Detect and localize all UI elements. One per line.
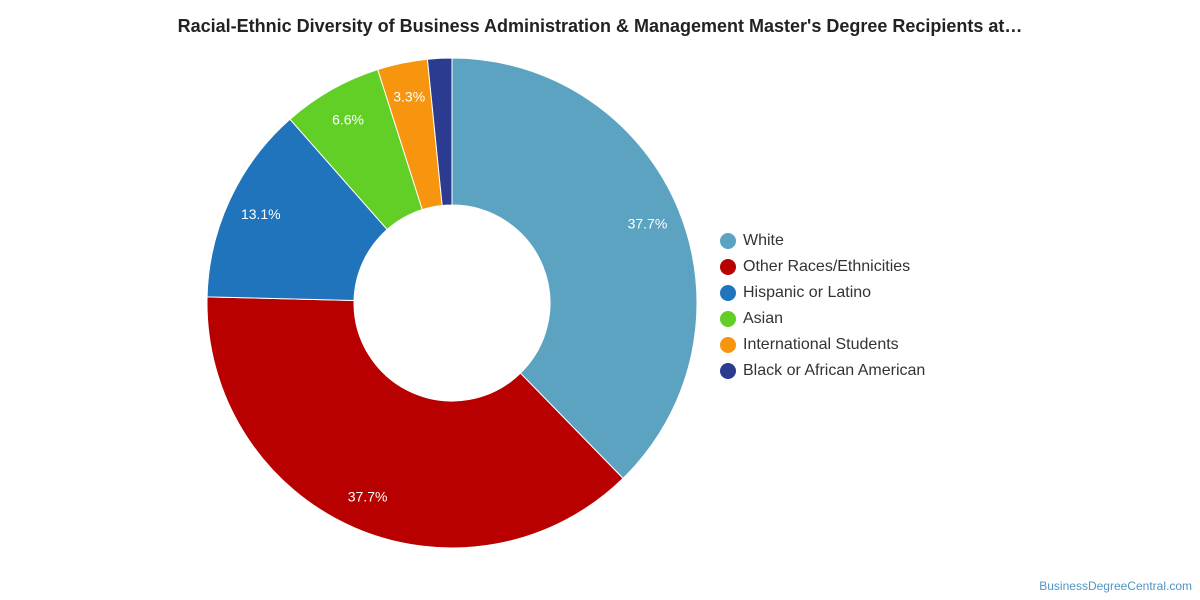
slice-label-3: 6.6% [332, 111, 364, 127]
legend-swatch [720, 311, 736, 327]
legend-label: International Students [743, 336, 899, 353]
donut-labels: 37.7% 37.7% 13.1% 6.6% 3.3% [241, 88, 667, 504]
donut-slice-1[interactable] [206, 296, 624, 549]
legend-label: Black or African American [743, 362, 926, 379]
donut-slices [206, 57, 698, 549]
legend-item-1[interactable]: Other Races/Ethnicities [720, 254, 925, 280]
slice-label-2: 13.1% [241, 206, 281, 222]
legend-swatch [720, 259, 736, 275]
legend-swatch [720, 363, 736, 379]
donut-slice-2[interactable] [206, 118, 388, 302]
slice-label-1: 37.7% [348, 488, 388, 504]
legend-item-4[interactable]: International Students [720, 332, 925, 358]
legend-label: Asian [743, 310, 784, 327]
legend-swatch [720, 337, 736, 353]
legend-swatch [720, 233, 736, 249]
legend: White Other Races/Ethnicities Hispanic or … [720, 228, 925, 384]
watermark-link[interactable]: BusinessDegreeCentral.com [1039, 579, 1192, 593]
legend-label: Other Races/Ethnicities [743, 258, 911, 275]
donut-slice-5[interactable] [426, 57, 453, 207]
legend-item-0[interactable]: White [720, 228, 925, 254]
legend-label: Hispanic or Latino [743, 284, 872, 301]
chart-title: Racial-Ethnic Diversity of Business Admi… [177, 16, 1023, 36]
legend-item-2[interactable]: Hispanic or Latino [720, 280, 925, 306]
legend-item-5[interactable]: Black or African American [720, 358, 925, 384]
legend-label: White [743, 232, 784, 249]
slice-label-0: 37.7% [628, 215, 668, 231]
legend-swatch [720, 285, 736, 301]
slice-label-4: 3.3% [393, 88, 425, 104]
legend-item-3[interactable]: Asian [720, 306, 925, 332]
donut-slice-0[interactable] [451, 57, 698, 480]
